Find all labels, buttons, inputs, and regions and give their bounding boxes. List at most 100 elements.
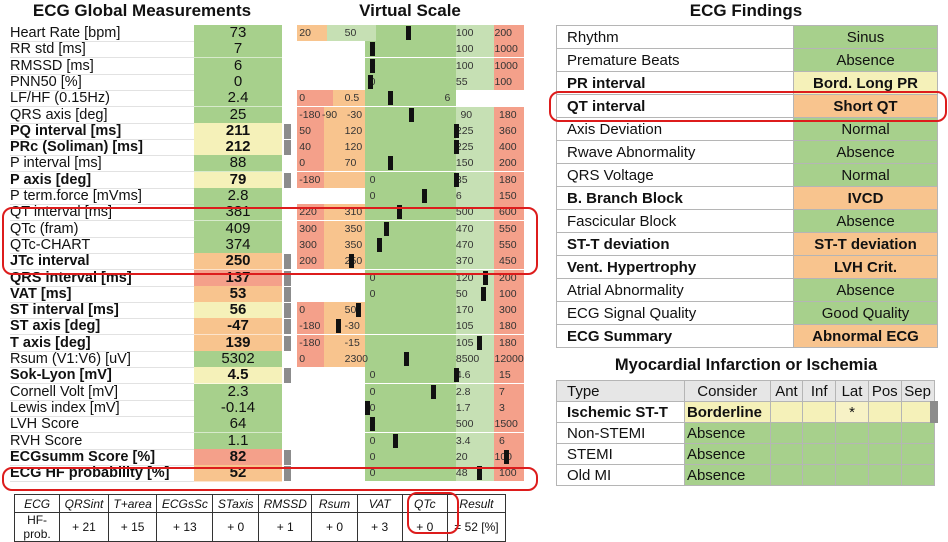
scale-tick-label: 0	[299, 157, 306, 170]
flag-indicator	[284, 466, 291, 482]
scale-marker	[335, 319, 341, 334]
scale-zone	[365, 367, 456, 384]
virtual-scale-bar: 020100	[297, 448, 524, 465]
scale-zone	[365, 383, 456, 400]
finding-value: Absence	[793, 278, 938, 302]
measurement-row-qt-interval-ms: QT interval [ms] 381 220 310 500 600	[0, 204, 530, 222]
scale-zone	[297, 171, 325, 188]
scale-zone	[324, 220, 366, 237]
finding-value: Abnormal ECG	[793, 324, 938, 348]
measurement-row-qtc-fram: QTc (fram) 409 300 350 470 550	[0, 220, 530, 238]
scale-tick-label: 105	[455, 336, 474, 349]
measurement-row-qrs-interval-ms: QRS interval [ms] 137 0 120 200	[0, 269, 530, 287]
measurement-row-lewis-index-mv: Lewis index [mV] -0.14 0 1.7 3	[0, 399, 530, 417]
scale-zone	[365, 399, 456, 416]
finding-label: QT interval	[556, 94, 794, 118]
hf-header-cell: STaxis	[212, 494, 260, 513]
measurement-label: QTc (fram)	[10, 221, 194, 238]
scale-tick-label: 6	[455, 190, 462, 202]
scale-zone	[297, 433, 365, 449]
measurement-row-rr-std-ms: RR std [ms]701001000	[0, 41, 530, 59]
scale-tick-label: 100	[499, 467, 517, 480]
scale-tick-label: 170	[455, 304, 474, 317]
scale-tick-label: -180	[299, 336, 321, 349]
scale-tick-label: 370	[455, 255, 474, 268]
scale-zone	[297, 351, 325, 367]
scale-tick-label: 310	[344, 206, 363, 219]
flag-indicator	[284, 123, 291, 139]
scale-tick-label: 15	[499, 369, 511, 382]
finding-value: IVCD	[793, 186, 938, 210]
scale-zone	[297, 286, 365, 302]
scale-zone	[365, 139, 456, 156]
scale-marker	[483, 270, 489, 285]
measurement-value: 381	[194, 204, 282, 222]
scale-tick-label: 350	[344, 238, 363, 251]
measurement-row-st-interval-ms: ST interval [ms] 56 0 50 170 300	[0, 302, 530, 320]
scale-tick-label: 40	[299, 141, 311, 154]
scale-zone	[365, 351, 456, 367]
scale-zone	[297, 400, 365, 416]
scale-tick-label: 6	[444, 92, 451, 105]
scale-tick-label: -90	[321, 108, 338, 121]
scale-marker	[369, 42, 375, 57]
scale-zone	[455, 383, 495, 400]
scale-tick-label: 50	[344, 27, 357, 39]
mi-location-cell	[769, 464, 804, 486]
scale-zone	[297, 90, 334, 107]
scale-marker	[376, 237, 382, 252]
scale-marker	[408, 107, 414, 122]
scale-marker	[369, 417, 375, 432]
scale-tick-label: 180	[499, 173, 517, 186]
scale-zone	[365, 432, 456, 449]
scale-tick-label: 120	[344, 124, 363, 137]
scale-zone	[494, 171, 524, 188]
scale-tick-label: 1500	[494, 418, 518, 431]
scale-marker	[383, 221, 389, 236]
finding-label: ECG Signal Quality	[556, 301, 794, 325]
virtual-scale-bar: 40 120 225 400	[297, 139, 524, 156]
scale-zone	[365, 90, 456, 107]
scale-zone	[297, 188, 365, 204]
scale-zone	[326, 25, 377, 41]
scale-zone	[297, 253, 325, 270]
hf-header-cell: QRSint	[59, 494, 109, 513]
finding-row-ecg-summary: ECG Summary Abnormal ECG	[556, 324, 938, 348]
measurement-row-rmssd-ms: RMSSD [ms]601001000	[0, 57, 530, 75]
scale-tick-label: 100	[499, 287, 517, 300]
scale-tick-label: 470	[455, 222, 474, 235]
scale-tick-label: 300	[299, 238, 317, 251]
scale-tick-label: 0	[299, 353, 306, 365]
scale-marker	[349, 254, 355, 269]
mi-title: Myocardial Infarction or Ischemia	[614, 356, 878, 374]
measurement-label: PRc (Soliman) [ms]	[10, 139, 194, 157]
scale-zone	[455, 122, 495, 139]
scale-tick-label: 20	[455, 450, 468, 463]
scale-zone	[365, 334, 456, 351]
measurement-label: Rsum (V1:V6) [uV]	[10, 351, 194, 368]
finding-value: Bord. Long PR	[793, 71, 938, 95]
hf-header-cell: T+area	[107, 494, 158, 513]
mi-table: Type Consider Ant Inf Lat Pos Sep Ischemic ST-T…	[556, 380, 938, 486]
flag-indicator	[284, 254, 291, 270]
scale-zone	[494, 106, 524, 123]
flag-indicator	[284, 335, 291, 351]
scale-tick-label: 50	[455, 287, 468, 300]
virtual-scale-bar: 20 50 100 200	[297, 25, 524, 41]
scale-zone	[297, 416, 365, 432]
scale-tick-label: 0	[369, 173, 376, 186]
virtual-scale-title: Virtual Scale	[359, 1, 461, 20]
scale-zone	[455, 253, 495, 270]
mi-location-cell	[802, 422, 837, 444]
measurement-row-jtc-interval: JTc interval250200250370450	[0, 253, 530, 271]
scale-tick-label: 85	[455, 173, 468, 186]
scale-marker	[397, 205, 403, 220]
measurement-row-heart-rate-bpm: Heart Rate [bpm] 73 20 50 100 200	[0, 25, 530, 42]
scale-zone	[324, 122, 366, 139]
hf-value-cell: + 3	[356, 512, 403, 542]
scale-zone	[494, 448, 524, 465]
hf-value-cell: + 1	[258, 512, 313, 542]
scale-zone	[494, 253, 524, 270]
mi-row-non-stemi: Non-STEMI Absence	[556, 422, 935, 444]
scale-tick-label: 12000	[494, 353, 524, 365]
